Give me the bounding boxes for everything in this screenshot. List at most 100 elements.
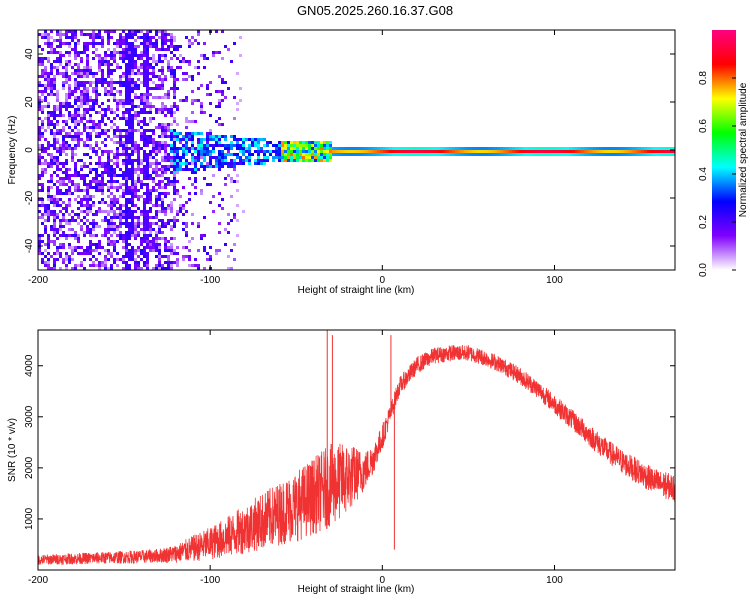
heatmap-cell [452, 147, 455, 150]
heatmap-cell [65, 96, 68, 99]
heatmap-cell [608, 153, 611, 156]
heatmap-cell [152, 132, 155, 135]
heatmap-cell [176, 168, 179, 171]
heatmap-cell [137, 36, 140, 39]
heatmap-cell [53, 210, 56, 213]
heatmap-cell [110, 252, 113, 255]
heatmap-cell [80, 138, 83, 141]
heatmap-cell [455, 150, 458, 153]
heatmap-cell [155, 237, 158, 240]
heatmap-cell [365, 153, 368, 156]
heatmap-cell [623, 147, 626, 150]
heatmap-cell [143, 105, 146, 108]
heatmap-cell [131, 105, 134, 108]
heatmap-cell [200, 234, 203, 237]
heatmap-cell [353, 150, 356, 153]
heatmap-cell [92, 105, 95, 108]
heatmap-cell [80, 57, 83, 60]
heatmap-cell [236, 162, 239, 165]
heatmap-cell [158, 162, 161, 165]
heatmap-cell [92, 126, 95, 129]
heatmap-cell [38, 57, 41, 60]
heatmap-cell [65, 177, 68, 180]
heatmap-cell [95, 111, 98, 114]
heatmap-cell [170, 165, 173, 168]
heatmap-cell [47, 252, 50, 255]
heatmap-cell [284, 156, 287, 159]
heatmap-cell [44, 249, 47, 252]
heatmap-cell [89, 162, 92, 165]
heatmap-cell [101, 63, 104, 66]
heatmap-cell [209, 93, 212, 96]
heatmap-cell [158, 57, 161, 60]
heatmap-cell [152, 171, 155, 174]
heatmap-cell [83, 180, 86, 183]
heatmap-cell [254, 159, 257, 162]
heatmap-cell [170, 66, 173, 69]
heatmap-cell [161, 156, 164, 159]
heatmap-cell [59, 54, 62, 57]
heatmap-cell [86, 213, 89, 216]
heatmap-cell [77, 63, 80, 66]
heatmap-cell [89, 231, 92, 234]
heatmap-cell [113, 225, 116, 228]
heatmap-cell [53, 48, 56, 51]
heatmap-cell [74, 267, 77, 270]
heatmap-cell [98, 225, 101, 228]
heatmap-cell [323, 144, 326, 147]
heatmap-cell [275, 150, 278, 153]
heatmap-cell [53, 84, 56, 87]
heatmap-cell [344, 147, 347, 150]
colorbar-tick-label: 0.8 [698, 71, 709, 85]
heatmap-cell [377, 153, 380, 156]
heatmap-cell [131, 168, 134, 171]
heatmap-cell [137, 123, 140, 126]
heatmap-cell [134, 141, 137, 144]
heatmap-cell [155, 216, 158, 219]
heatmap-cell [77, 66, 80, 69]
heatmap-cell [284, 159, 287, 162]
heatmap-cell [569, 147, 572, 150]
heatmap-cell [68, 126, 71, 129]
heatmap-cell [296, 141, 299, 144]
heatmap-cell [50, 177, 53, 180]
heatmap-cell [77, 69, 80, 72]
heatmap-cell [74, 168, 77, 171]
heatmap-cell [218, 156, 221, 159]
heatmap-cell [86, 231, 89, 234]
heatmap-cell [536, 153, 539, 156]
heatmap-cell [332, 153, 335, 156]
heatmap-cell [128, 231, 131, 234]
heatmap-cell [71, 267, 74, 270]
heatmap-cell [74, 45, 77, 48]
heatmap-cell [101, 117, 104, 120]
heatmap-cell [209, 129, 212, 132]
heatmap-cell [131, 57, 134, 60]
heatmap-cell [239, 99, 242, 102]
heatmap-cell [77, 111, 80, 114]
heatmap-cell [218, 90, 221, 93]
heatmap-cell [65, 69, 68, 72]
heatmap-cell [185, 225, 188, 228]
heatmap-cell [587, 153, 590, 156]
heatmap-cell [281, 153, 284, 156]
heatmap-cell [149, 165, 152, 168]
heatmap-cell [140, 210, 143, 213]
heatmap-cell [74, 174, 77, 177]
heatmap-cell [206, 162, 209, 165]
heatmap-cell [170, 105, 173, 108]
heatmap-cell [131, 69, 134, 72]
heatmap-cell [173, 48, 176, 51]
heatmap-cell [62, 114, 65, 117]
heatmap-cell [371, 150, 374, 153]
heatmap-cell [425, 150, 428, 153]
heatmap-cell [338, 150, 341, 153]
heatmap-cell [92, 108, 95, 111]
heatmap-cell [68, 132, 71, 135]
heatmap-cell [74, 102, 77, 105]
heatmap-cell [50, 144, 53, 147]
heatmap-cell [182, 186, 185, 189]
heatmap-cell [41, 126, 44, 129]
heatmap-cell [134, 93, 137, 96]
heatmap-cell [182, 144, 185, 147]
